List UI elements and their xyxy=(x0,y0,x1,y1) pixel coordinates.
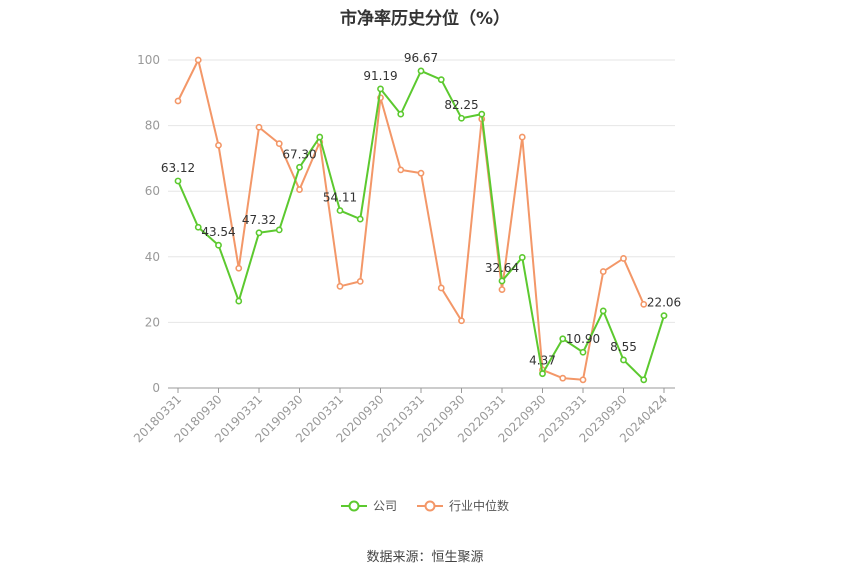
data-point xyxy=(539,370,546,378)
data-point xyxy=(660,312,668,320)
data-point xyxy=(458,317,465,325)
data-point xyxy=(215,141,222,149)
data-point xyxy=(316,133,324,141)
data-point xyxy=(235,264,243,272)
data-label: 91.19 xyxy=(363,69,397,83)
data-point xyxy=(194,223,202,231)
data-point xyxy=(559,335,567,343)
source-note: 数据来源：恒生聚源 xyxy=(366,550,484,565)
data-label: 96.67 xyxy=(404,51,438,65)
data-point xyxy=(599,307,607,315)
data-label: 10.90 xyxy=(566,332,600,346)
data-point xyxy=(458,114,465,122)
data-point xyxy=(194,56,202,64)
data-label: 67.30 xyxy=(282,147,316,161)
chart-title: 市净率历史分位（%） xyxy=(339,9,511,29)
y-tick-label: 20 xyxy=(145,315,160,329)
data-point xyxy=(255,123,263,131)
legend: 公司 行业中位数 xyxy=(0,497,850,514)
legend-item-company[interactable]: 公司 xyxy=(340,497,397,514)
data-point xyxy=(579,348,587,356)
data-point xyxy=(478,110,486,118)
data-point xyxy=(275,226,283,234)
data-point xyxy=(296,163,303,171)
data-point xyxy=(417,67,425,75)
data-point xyxy=(397,166,405,174)
legend-item-industry-median[interactable]: 行业中位数 xyxy=(417,497,509,514)
data-point xyxy=(518,254,526,261)
legend-symbol-company xyxy=(340,500,367,511)
data-point xyxy=(377,85,384,93)
data-point xyxy=(255,229,263,237)
data-point xyxy=(640,300,648,308)
y-tick-label: 0 xyxy=(152,381,160,395)
data-point xyxy=(498,277,506,285)
data-label: 8.55 xyxy=(610,340,637,354)
data-point xyxy=(518,133,526,141)
data-point xyxy=(620,255,627,262)
data-label: 54.11 xyxy=(323,191,357,205)
y-tick-label: 100 xyxy=(137,53,160,67)
data-point xyxy=(559,374,567,382)
data-label: 43.54 xyxy=(201,225,235,239)
data-point xyxy=(397,110,405,118)
y-tick-label: 60 xyxy=(145,184,160,198)
data-point xyxy=(356,215,364,223)
data-point xyxy=(174,97,182,105)
legend-label-industry-median: 行业中位数 xyxy=(449,499,510,513)
data-point xyxy=(275,140,283,148)
data-point xyxy=(174,177,182,185)
legend-symbol-industry-median xyxy=(417,500,443,511)
data-point xyxy=(579,376,587,384)
data-point xyxy=(336,282,344,290)
data-label: 63.12 xyxy=(161,161,195,175)
data-label: 82.25 xyxy=(444,98,478,112)
data-point xyxy=(235,297,243,305)
legend-label-company: 公司 xyxy=(372,499,397,513)
data-point xyxy=(599,268,607,275)
data-point xyxy=(640,376,648,384)
data-label: 32.64 xyxy=(485,261,519,275)
data-point xyxy=(417,169,425,177)
data-point xyxy=(437,76,445,84)
data-point xyxy=(336,207,344,214)
data-point xyxy=(215,241,222,249)
y-tick-label: 80 xyxy=(145,119,160,133)
data-point xyxy=(437,284,445,292)
data-label: 4.37 xyxy=(529,354,556,368)
data-point xyxy=(356,277,364,285)
data-point xyxy=(498,286,506,293)
data-label: 22.06 xyxy=(647,296,681,310)
data-point xyxy=(296,186,303,193)
y-tick-label: 40 xyxy=(145,250,160,264)
data-label: 47.32 xyxy=(242,213,276,227)
data-point xyxy=(620,356,627,364)
